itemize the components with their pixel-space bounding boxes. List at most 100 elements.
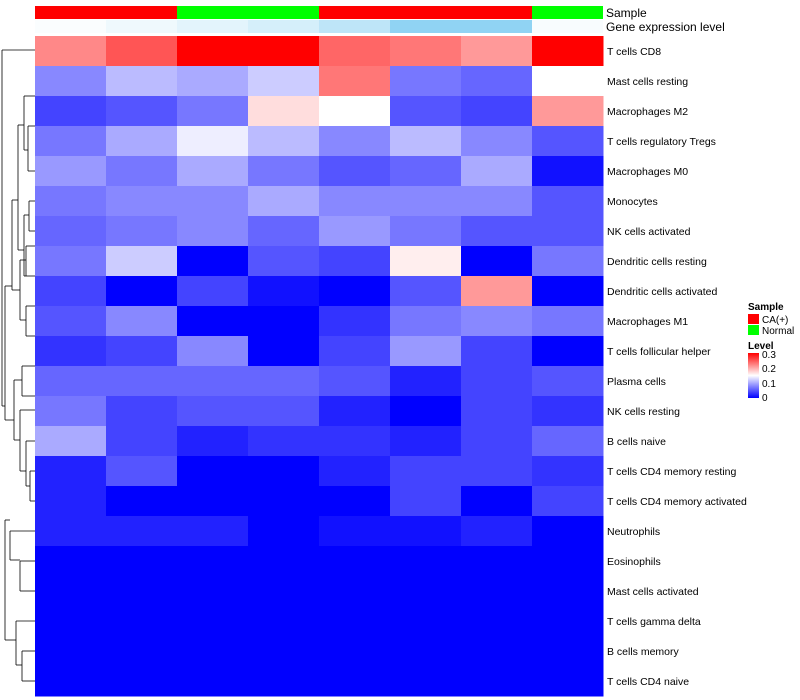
- heatmap-cell: [390, 306, 462, 337]
- heatmap-cell: [390, 606, 462, 637]
- heatmap-cell: [532, 666, 604, 697]
- heatmap-cell: [319, 336, 391, 367]
- row-label: B cells naive: [607, 436, 666, 448]
- sample-annotation-cell: [390, 6, 461, 19]
- row-label: Plasma cells: [607, 376, 666, 388]
- heatmap-cell: [106, 336, 178, 367]
- heatmap-cell: [390, 396, 462, 427]
- row-label: B cells memory: [607, 646, 680, 658]
- heatmap-cells: [35, 36, 604, 697]
- heatmap-cell: [390, 576, 462, 607]
- heatmap-cell: [461, 246, 533, 277]
- heatmap-cell: [319, 276, 391, 307]
- heatmap-cell: [390, 246, 462, 277]
- heatmap-cell: [319, 96, 391, 127]
- heatmap-cell: [248, 486, 320, 517]
- expression-annotation-cell: [532, 20, 603, 33]
- heatmap-cell: [177, 216, 249, 247]
- heatmap-cell: [35, 486, 107, 517]
- heatmap-cell: [390, 426, 462, 457]
- sample-annotation-cell: [319, 6, 390, 19]
- heatmap-cell: [177, 666, 249, 697]
- heatmap-cell: [532, 396, 604, 427]
- expression-annotation-cell: [390, 20, 461, 33]
- heatmap-cell: [35, 306, 107, 337]
- column-annotations: [35, 6, 603, 33]
- heatmap-cell: [461, 306, 533, 337]
- heatmap-cell: [319, 486, 391, 517]
- heatmap-cell: [319, 216, 391, 247]
- heatmap-cell: [532, 186, 604, 217]
- heatmap-cell: [248, 576, 320, 607]
- row-label: Monocytes: [607, 196, 658, 208]
- heatmap-cell: [248, 426, 320, 457]
- heatmap-cell: [532, 276, 604, 307]
- row-label: NK cells resting: [607, 406, 680, 418]
- heatmap-cell: [390, 186, 462, 217]
- heatmap-cell: [106, 636, 178, 667]
- row-labels: T cells CD8 Mast cells resting Macrophages…: [607, 46, 747, 688]
- heatmap-cell: [248, 606, 320, 637]
- heatmap-cell: [461, 396, 533, 427]
- heatmap-cell: [248, 156, 320, 187]
- heatmap-cell: [532, 246, 604, 277]
- heatmap-cell: [177, 636, 249, 667]
- heatmap-cell: [319, 456, 391, 487]
- heatmap-cell: [461, 96, 533, 127]
- expression-annotation-cell: [35, 20, 106, 33]
- row-label: Macrophages M1: [607, 316, 688, 328]
- heatmap-cell: [532, 66, 604, 97]
- expression-annotation-cell: [461, 20, 532, 33]
- heatmap-cell: [106, 456, 178, 487]
- heatmap-cell: [106, 156, 178, 187]
- row-label: T cells follicular helper: [607, 346, 711, 358]
- heatmap-cell: [35, 516, 107, 547]
- heatmap-cell: [177, 396, 249, 427]
- heatmap-cell: [248, 246, 320, 277]
- heatmap-cell: [248, 126, 320, 157]
- expression-annotation-cell: [319, 20, 390, 33]
- row-label: Dendritic cells resting: [607, 256, 707, 268]
- row-label: T cells CD8: [607, 46, 661, 58]
- heatmap-cell: [248, 516, 320, 547]
- heatmap-cell: [390, 336, 462, 367]
- heatmap-cell: [532, 576, 604, 607]
- heatmap-cell: [35, 96, 107, 127]
- heatmap-cell: [106, 36, 178, 67]
- heatmap-cell: [532, 156, 604, 187]
- heatmap-cell: [319, 666, 391, 697]
- heatmap-cell: [177, 516, 249, 547]
- annotation-label-expression: Gene expression level: [606, 20, 725, 34]
- heatmap-cell: [35, 186, 107, 217]
- heatmap-cell: [248, 366, 320, 397]
- heatmap-cell: [177, 276, 249, 307]
- heatmap-cell: [177, 456, 249, 487]
- heatmap-cell: [177, 576, 249, 607]
- heatmap-cell: [177, 486, 249, 517]
- row-label: Mast cells activated: [607, 586, 699, 598]
- heatmap-cell: [532, 336, 604, 367]
- heatmap-cell: [461, 666, 533, 697]
- heatmap-cell: [35, 396, 107, 427]
- heatmap-cell: [532, 96, 604, 127]
- heatmap-cell: [177, 606, 249, 637]
- heatmap-cell: [390, 666, 462, 697]
- heatmap-cell: [461, 366, 533, 397]
- heatmap-cell: [390, 516, 462, 547]
- heatmap-cell: [248, 456, 320, 487]
- heatmap-cell: [461, 186, 533, 217]
- heatmap-cell: [532, 606, 604, 637]
- heatmap-cell: [461, 216, 533, 247]
- legend-swatch-normal: [748, 325, 759, 335]
- heatmap-cell: [319, 366, 391, 397]
- heatmap-cell: [35, 336, 107, 367]
- heatmap-cell: [390, 456, 462, 487]
- heatmap-cell: [35, 546, 107, 577]
- row-label: T cells regulatory Tregs: [607, 136, 716, 148]
- heatmap-cell: [319, 306, 391, 337]
- heatmap-cell: [106, 516, 178, 547]
- heatmap-cell: [390, 366, 462, 397]
- heatmap-cell: [35, 636, 107, 667]
- legend-tick-02: 0.2: [762, 364, 776, 375]
